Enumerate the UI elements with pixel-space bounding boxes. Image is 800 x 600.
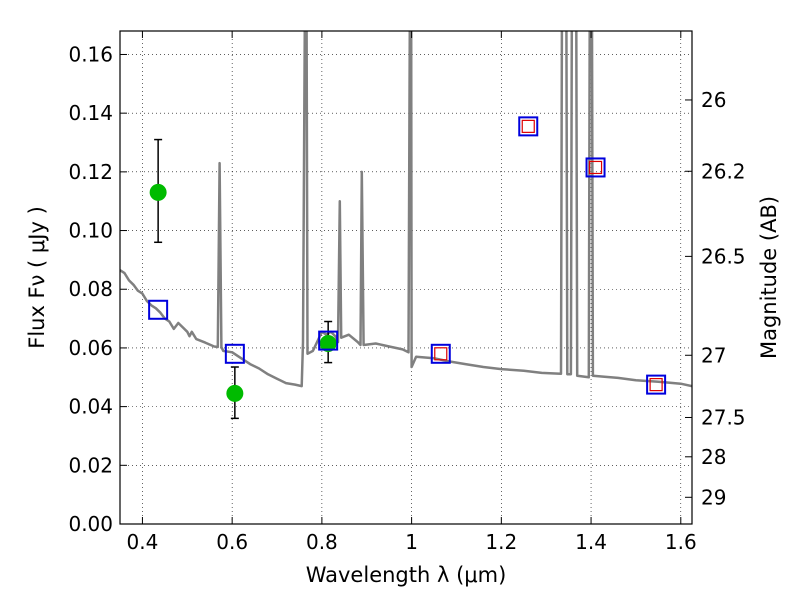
model-square-blue <box>585 157 606 178</box>
grid-lines <box>120 31 692 525</box>
y2-tick-label: 27.5 <box>701 405 746 429</box>
y-tick-label: 0.04 <box>68 395 113 419</box>
y-tick-label: 0.10 <box>68 219 113 243</box>
model-square-red <box>649 378 663 392</box>
model-square-blue <box>518 116 539 137</box>
x-tick-label: 0.4 <box>127 530 159 554</box>
y2-axis-label: Magnitude (AB) <box>757 196 781 359</box>
x-tick-label: 0.6 <box>216 530 248 554</box>
y-tick-label: 0.06 <box>68 336 113 360</box>
axis-ticks: 0.4 0.6 0.8 1 1.2 1.4 1.6 0.00 0.02 0.04 0.06 0.08 0… <box>68 31 746 554</box>
model-square-blue <box>318 330 339 351</box>
model-square-red <box>588 160 603 175</box>
model-square-blue <box>148 299 169 320</box>
x-tick-label: 1.6 <box>665 530 697 554</box>
observed-point <box>149 183 167 201</box>
x-tick-label: 0.8 <box>306 530 338 554</box>
y2-tick-label: 27 <box>701 343 726 367</box>
x-tick-label: 1.2 <box>485 530 517 554</box>
model-square-red <box>521 119 535 133</box>
y2-tick-label: 29 <box>701 485 726 509</box>
model-square-red <box>434 347 448 361</box>
y-tick-label: 0.14 <box>68 101 113 125</box>
y-tick-label: 0.12 <box>68 160 113 184</box>
y-tick-label: 0.16 <box>68 42 113 66</box>
y-tick-label: 0.08 <box>68 277 113 301</box>
observed-point <box>226 384 244 402</box>
y2-tick-label: 26.2 <box>701 159 746 183</box>
plot-frame <box>119 30 693 525</box>
model-square-blue <box>224 343 245 364</box>
y-tick-label: 0.00 <box>68 512 113 536</box>
plot-area <box>120 31 692 420</box>
y-axis-label: Flux Fν ( μJy ) <box>25 206 49 349</box>
x-tick-label: 1.4 <box>575 530 607 554</box>
model-square-blue <box>646 374 667 395</box>
y2-tick-label: 26 <box>701 88 726 112</box>
x-axis-label: Wavelength λ (μm) <box>306 563 507 587</box>
y-tick-label: 0.02 <box>68 453 113 477</box>
y2-tick-label: 28 <box>701 445 726 469</box>
model-square-blue <box>430 343 451 364</box>
y2-tick-label: 26.5 <box>701 244 746 268</box>
sed-model-line <box>120 31 692 388</box>
x-tick-label: 1 <box>405 530 418 554</box>
